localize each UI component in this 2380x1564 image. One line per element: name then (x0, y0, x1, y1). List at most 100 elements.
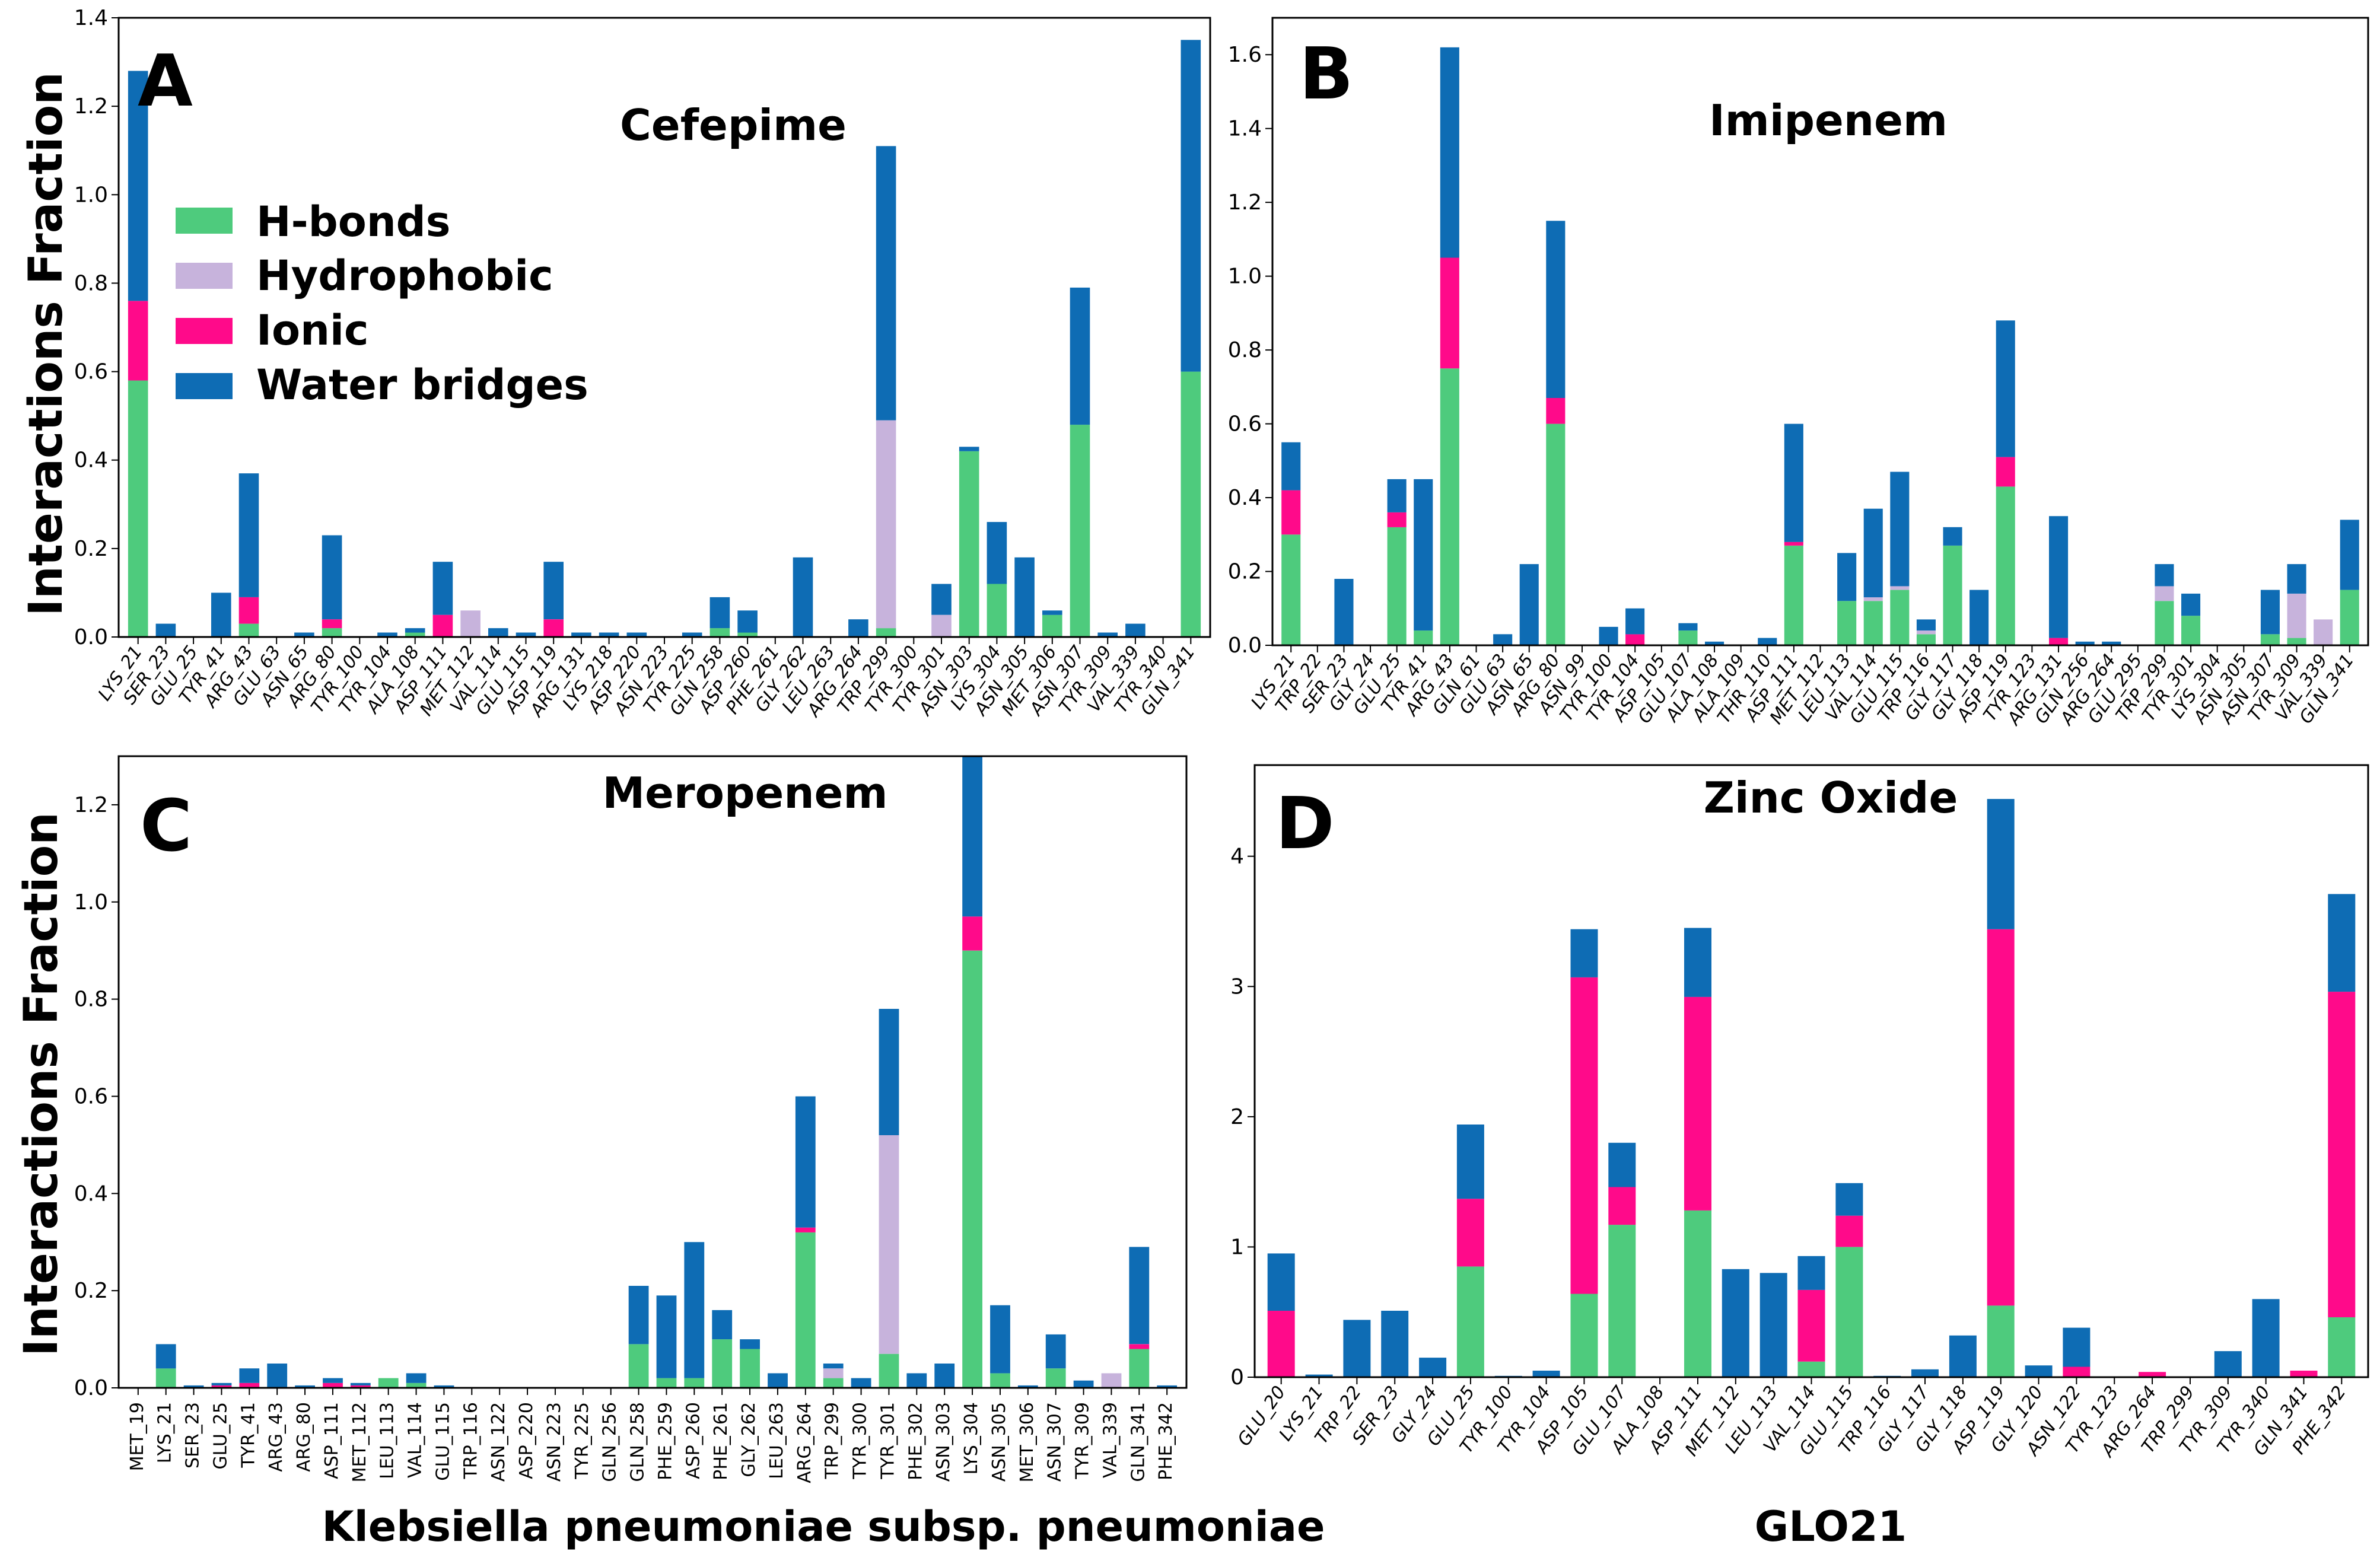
legend-swatch-water-bridges (176, 373, 233, 399)
panel-d-bar-asp-105-ionic (1570, 977, 1598, 1294)
panel-c-x-tick-label: GLU_25 (210, 1402, 231, 1470)
panel-c-x-tick-label: GLN_258 (628, 1402, 648, 1482)
panel-d-bar-gly-118-water-bridges (1949, 1335, 1977, 1377)
panel-b-bar-asn-307-h-bonds (2260, 634, 2280, 645)
panel-b-letter: B (1299, 33, 1353, 116)
panel-b-y-tick-label: 1.4 (1228, 117, 1262, 141)
panel-a-bar-asn-65-water-bridges (294, 632, 314, 637)
panel-d-bar-tyr-340-water-bridges (2252, 1299, 2280, 1377)
panel-c-bar-glu-115-water-bridges (434, 1385, 454, 1388)
panel-a-bar-asn-303-h-bonds (959, 451, 979, 637)
panel-b-bar-tyr-104-ionic (1625, 634, 1645, 645)
panel-b-bar-tyr-309-hydrophobic (2287, 593, 2306, 638)
panel-d-x-tick-label: GLU_20 (1234, 1383, 1290, 1450)
panel-d-bar-gln-341-ionic (2290, 1371, 2318, 1377)
panel-b-bar-asp-111-h-bonds (1784, 546, 1803, 645)
panel-d-bar-tyr-104-water-bridges (1532, 1371, 1560, 1377)
panel-c-x-tick-label: GLN_341 (1128, 1402, 1148, 1482)
panel-a-x-ticks: LYS_21SER_23GLU_25TYR_41ARG_43GLU_63ASN_… (94, 637, 1199, 721)
panel-c-x-tick-label: TYR_225 (572, 1402, 593, 1480)
legend-item-hbonds: H-bonds (176, 198, 450, 246)
panel-a-bar-lys-21-h-bonds (128, 380, 148, 637)
panel-b-x-ticks: LYS_21TRP_22SER_23GLY_24GLU_25TYR_41ARG_… (1247, 645, 2358, 730)
panel-c-bar-asn-305-h-bonds (990, 1373, 1010, 1388)
panel-c-y-ticks: 0.0 0.2 0.4 0.6 0.8 1.0 1.2 (74, 793, 119, 1400)
panel-b-bar-glu-25-h-bonds (1387, 527, 1407, 645)
panel-c-bar-phe-259-water-bridges (656, 1295, 677, 1378)
panel-a-bar-gln-258-water-bridges (709, 597, 730, 629)
panel-d-bar-leu-113-water-bridges (1759, 1273, 1787, 1377)
panel-a-bar-met-306-h-bonds (1042, 614, 1062, 637)
panel-b-bar-glu-25-water-bridges (1387, 479, 1407, 512)
panel-d: 0 1 2 3 4 GLU_20LYS_21TRP_22SER_23GLY_24GLU_… (1230, 764, 2369, 1551)
panel-c-x-tick-label: TYR_300 (850, 1402, 871, 1480)
panel-b-bar-tyr-100-water-bridges (1599, 626, 1618, 645)
panel-b-bar-arg-43-water-bridges (1440, 47, 1459, 258)
legend-label-water-bridges: Water bridges (256, 361, 588, 409)
panel-a-y-tick-label: 1.4 (74, 6, 108, 30)
panel-c-bar-gln-258-water-bridges (628, 1286, 649, 1345)
panel-b-bar-arg-43-ionic (1440, 257, 1459, 369)
panel-b-bar-lys-21-water-bridges (1281, 442, 1301, 490)
panel-c-x-tick-label: LYS_304 (961, 1402, 982, 1474)
legend-swatch-hydrophobic (176, 263, 233, 289)
panel-b-bar-asp-119-water-bridges (1996, 320, 2015, 457)
panel-a-bar-lys-21-ionic (128, 301, 148, 381)
panel-d-bar-asn-122-ionic (2063, 1366, 2091, 1377)
panel-b-y-ticks: 0.0 0.2 0.4 0.6 0.8 1.0 1.2 1.4 1.6 (1228, 43, 1272, 658)
panel-c-y-tick-label: 0.6 (74, 1084, 108, 1109)
panel-b-bar-leu-113-h-bonds (1837, 601, 1857, 645)
panel-a-y-tick-label: 0.6 (74, 360, 108, 384)
panel-b-bar-leu-113-water-bridges (1837, 553, 1857, 601)
panel-a-bar-val-114-water-bridges (488, 628, 508, 637)
panel-c-x-tick-label: ARG_43 (266, 1402, 287, 1472)
panel-a-bar-glu-115-water-bridges (516, 632, 536, 637)
panel-b-bars (1281, 47, 2359, 645)
panel-a: 0.0 0.2 0.4 0.6 0.8 1.0 1.2 1.4 LYS_21SER_23GLU… (20, 6, 1211, 721)
panel-c-x-ticks: MET_19 LYS_21 SER_23 GLU_25 TYR_41 ARG_43 ARG_… (127, 1388, 1176, 1483)
panel-a-bar-trp-299-h-bonds (876, 628, 896, 637)
panel-c-bar-lys-21-water-bridges (155, 1344, 176, 1369)
panel-c-bar-ser-23-water-bridges (183, 1385, 204, 1388)
panel-a-bar-tyr-225-water-bridges (682, 632, 702, 637)
panel-b-bar-tyr-41-water-bridges (1414, 479, 1433, 631)
panel-c-bar-trp-299-hydrophobic (823, 1368, 844, 1378)
panel-d-bar-val-114-water-bridges (1797, 1256, 1825, 1290)
panel-c-bar-asn-303-water-bridges (934, 1364, 955, 1388)
panel-c-y-tick-label: 1.0 (74, 890, 108, 915)
panel-a-bar-arg-43-ionic (238, 597, 259, 624)
panel-a-bar-asn-305-water-bridges (1014, 557, 1035, 637)
panel-a-bar-gln-258-h-bonds (709, 628, 730, 637)
panel-c-x-tick-label: PHE_342 (1156, 1402, 1176, 1480)
panel-c-bar-met-112-water-bridges (350, 1383, 371, 1385)
panel-c-title: Meropenem (603, 768, 888, 818)
panel-c-y-tick-label: 0.4 (74, 1181, 108, 1206)
panel-b-bar-asp-111-water-bridges (1784, 423, 1803, 542)
panel-a-bar-tyr-309-water-bridges (1097, 632, 1118, 637)
panel-d-bar-asp-119-h-bonds (1987, 1305, 2015, 1377)
panel-c-bar-tyr-41-water-bridges (239, 1368, 260, 1383)
panel-c-x-tick-label: VAL_114 (405, 1402, 426, 1478)
panel-c-bar-tyr-41-ionic (239, 1383, 260, 1388)
panel-b-y-tick-label: 1.6 (1228, 43, 1262, 67)
panel-d-letter: D (1275, 783, 1335, 865)
panel-d-bar-glu-25-h-bonds (1456, 1266, 1484, 1377)
panel-d-x-ticks: GLU_20LYS_21TRP_22SER_23GLY_24GLU_25TYR_… (1234, 1377, 2350, 1461)
panel-b-bar-thr-110-water-bridges (1758, 638, 1777, 645)
panel-d-bar-trp-22-water-bridges (1343, 1320, 1371, 1377)
panel-c-bar-leu-113-h-bonds (378, 1378, 399, 1388)
panel-a-bar-asn-307-h-bonds (1070, 425, 1090, 637)
panel-b-bar-glu-115-hydrophobic (1890, 586, 1910, 590)
panel-c-x-tick-label: LYS_21 (155, 1402, 176, 1463)
panel-c-bar-asp-111-ionic (323, 1383, 343, 1388)
panel-d-y-ticks: 0 1 2 3 4 (1230, 845, 1255, 1390)
panel-b-bar-glu-107-water-bridges (1678, 623, 1698, 631)
panel-b-bar-asn-307-water-bridges (2260, 590, 2280, 635)
panel-b-bar-glu-115-h-bonds (1890, 590, 1910, 645)
panel-a-bar-arg-80-h-bonds (322, 628, 342, 637)
panel-c-bar-phe-261-water-bridges (712, 1310, 733, 1340)
panel-c-bar-val-114-h-bonds (406, 1383, 427, 1388)
panel-c-x-tick-label: ASP_111 (322, 1402, 342, 1479)
panel-c-bar-val-339-hydrophobic (1101, 1373, 1122, 1388)
panel-d-bar-glu-115-h-bonds (1835, 1247, 1863, 1377)
